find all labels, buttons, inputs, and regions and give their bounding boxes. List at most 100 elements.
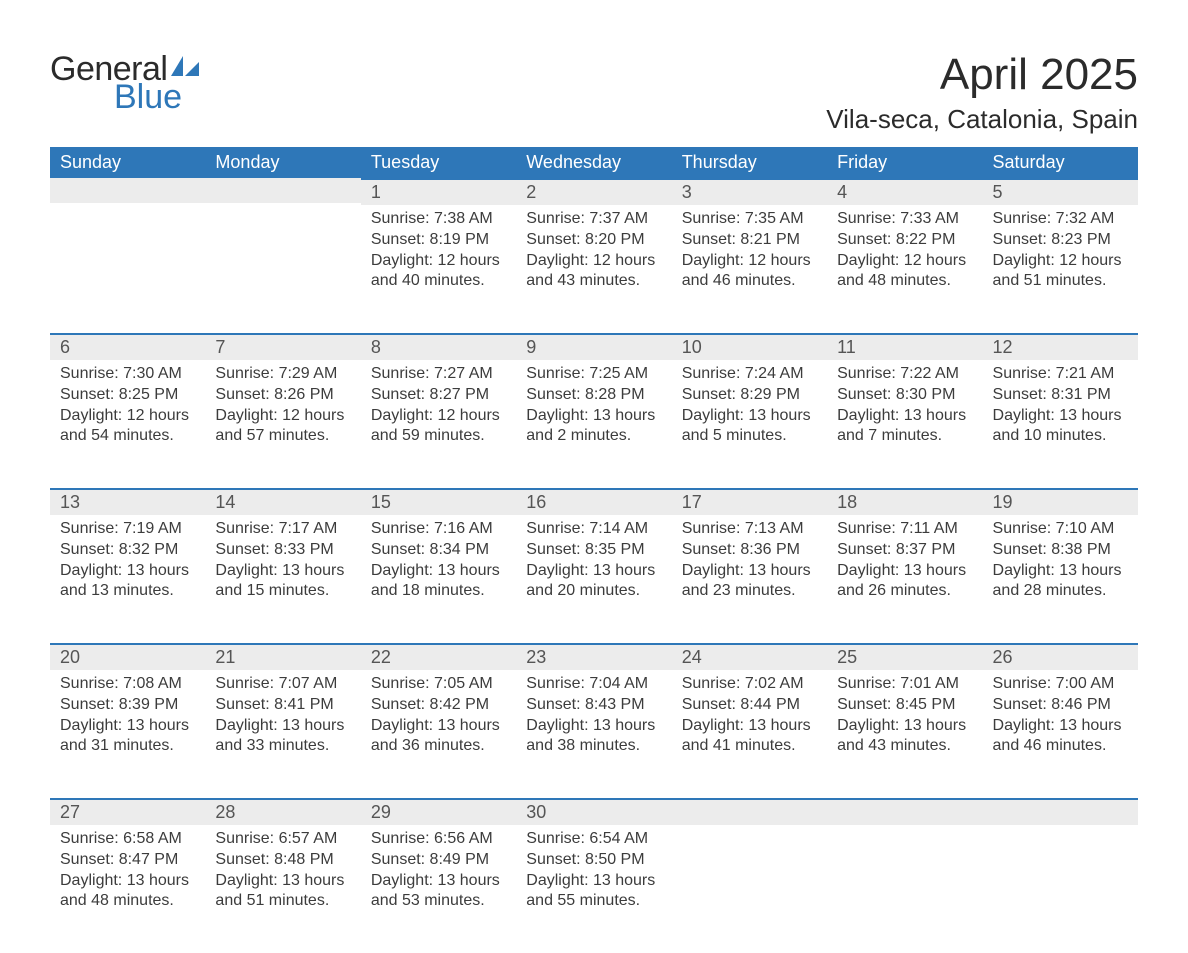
day-details: Sunrise: 7:11 AMSunset: 8:37 PMDaylight:…: [827, 515, 982, 616]
page-title: April 2025: [826, 50, 1138, 100]
day-number: 13: [50, 488, 205, 515]
calendar-cell: Sunrise: 7:05 AMSunset: 8:42 PMDaylight:…: [361, 670, 516, 798]
calendar-cell: Sunrise: 7:30 AMSunset: 8:25 PMDaylight:…: [50, 360, 205, 488]
day-details: Sunrise: 7:14 AMSunset: 8:35 PMDaylight:…: [516, 515, 671, 616]
weekday-header: Saturday: [983, 147, 1138, 178]
weekday-header: Monday: [205, 147, 360, 178]
calendar-cell: Sunrise: 7:08 AMSunset: 8:39 PMDaylight:…: [50, 670, 205, 798]
day-details: Sunrise: 6:56 AMSunset: 8:49 PMDaylight:…: [361, 825, 516, 926]
calendar-cell: Sunrise: 7:00 AMSunset: 8:46 PMDaylight:…: [983, 670, 1138, 798]
weekday-header: Sunday: [50, 147, 205, 178]
calendar-cell: Sunrise: 7:11 AMSunset: 8:37 PMDaylight:…: [827, 515, 982, 643]
logo-text-blue: Blue: [114, 80, 182, 114]
calendar-cell: Sunrise: 7:37 AMSunset: 8:20 PMDaylight:…: [516, 205, 671, 333]
calendar-cell: [50, 205, 205, 333]
day-number: [205, 178, 360, 203]
day-details: Sunrise: 6:58 AMSunset: 8:47 PMDaylight:…: [50, 825, 205, 926]
day-number: 1: [361, 178, 516, 205]
logo: General Blue: [50, 50, 203, 114]
calendar-cell: Sunrise: 7:13 AMSunset: 8:36 PMDaylight:…: [672, 515, 827, 643]
calendar-cell: Sunrise: 7:01 AMSunset: 8:45 PMDaylight:…: [827, 670, 982, 798]
calendar-cell: Sunrise: 7:04 AMSunset: 8:43 PMDaylight:…: [516, 670, 671, 798]
day-number: 8: [361, 333, 516, 360]
day-number: [672, 798, 827, 825]
day-number: 19: [983, 488, 1138, 515]
calendar-cell: Sunrise: 6:54 AMSunset: 8:50 PMDaylight:…: [516, 825, 671, 953]
calendar-cell: Sunrise: 7:16 AMSunset: 8:34 PMDaylight:…: [361, 515, 516, 643]
day-details: Sunrise: 7:32 AMSunset: 8:23 PMDaylight:…: [983, 205, 1138, 306]
calendar-cell: [983, 825, 1138, 953]
calendar-cell: Sunrise: 7:02 AMSunset: 8:44 PMDaylight:…: [672, 670, 827, 798]
day-details: Sunrise: 7:27 AMSunset: 8:27 PMDaylight:…: [361, 360, 516, 461]
day-number: 30: [516, 798, 671, 825]
weekday-header: Friday: [827, 147, 982, 178]
calendar-cell: Sunrise: 7:35 AMSunset: 8:21 PMDaylight:…: [672, 205, 827, 333]
day-details: Sunrise: 7:37 AMSunset: 8:20 PMDaylight:…: [516, 205, 671, 306]
calendar-cell: Sunrise: 7:29 AMSunset: 8:26 PMDaylight:…: [205, 360, 360, 488]
calendar-cell: Sunrise: 7:32 AMSunset: 8:23 PMDaylight:…: [983, 205, 1138, 333]
calendar-cell: Sunrise: 6:57 AMSunset: 8:48 PMDaylight:…: [205, 825, 360, 953]
day-details: Sunrise: 7:13 AMSunset: 8:36 PMDaylight:…: [672, 515, 827, 616]
calendar-cell: Sunrise: 7:24 AMSunset: 8:29 PMDaylight:…: [672, 360, 827, 488]
day-details: Sunrise: 7:33 AMSunset: 8:22 PMDaylight:…: [827, 205, 982, 306]
day-number: 11: [827, 333, 982, 360]
day-details: Sunrise: 6:54 AMSunset: 8:50 PMDaylight:…: [516, 825, 671, 926]
day-details: Sunrise: 7:25 AMSunset: 8:28 PMDaylight:…: [516, 360, 671, 461]
calendar-cell: Sunrise: 6:58 AMSunset: 8:47 PMDaylight:…: [50, 825, 205, 953]
calendar-cell: Sunrise: 7:38 AMSunset: 8:19 PMDaylight:…: [361, 205, 516, 333]
calendar-cell: Sunrise: 7:07 AMSunset: 8:41 PMDaylight:…: [205, 670, 360, 798]
day-number: 26: [983, 643, 1138, 670]
calendar-table: SundayMondayTuesdayWednesdayThursdayFrid…: [50, 147, 1138, 953]
location-subtitle: Vila-seca, Catalonia, Spain: [826, 104, 1138, 135]
calendar-cell: [827, 825, 982, 953]
day-number: 24: [672, 643, 827, 670]
day-details: Sunrise: 7:05 AMSunset: 8:42 PMDaylight:…: [361, 670, 516, 771]
day-number: 2: [516, 178, 671, 205]
day-number: 14: [205, 488, 360, 515]
day-number: 27: [50, 798, 205, 825]
day-number: 20: [50, 643, 205, 670]
calendar-cell: Sunrise: 7:22 AMSunset: 8:30 PMDaylight:…: [827, 360, 982, 488]
day-details: Sunrise: 7:29 AMSunset: 8:26 PMDaylight:…: [205, 360, 360, 461]
day-number: 6: [50, 333, 205, 360]
day-number: 23: [516, 643, 671, 670]
day-details: Sunrise: 7:16 AMSunset: 8:34 PMDaylight:…: [361, 515, 516, 616]
calendar-cell: Sunrise: 7:27 AMSunset: 8:27 PMDaylight:…: [361, 360, 516, 488]
day-details: Sunrise: 7:21 AMSunset: 8:31 PMDaylight:…: [983, 360, 1138, 461]
calendar-cell: Sunrise: 7:25 AMSunset: 8:28 PMDaylight:…: [516, 360, 671, 488]
calendar-cell: Sunrise: 7:19 AMSunset: 8:32 PMDaylight:…: [50, 515, 205, 643]
day-number: 15: [361, 488, 516, 515]
calendar-cell: Sunrise: 7:10 AMSunset: 8:38 PMDaylight:…: [983, 515, 1138, 643]
weekday-header: Thursday: [672, 147, 827, 178]
calendar-cell: Sunrise: 7:17 AMSunset: 8:33 PMDaylight:…: [205, 515, 360, 643]
weekday-header: Wednesday: [516, 147, 671, 178]
day-details: Sunrise: 7:22 AMSunset: 8:30 PMDaylight:…: [827, 360, 982, 461]
day-number: 28: [205, 798, 360, 825]
calendar-cell: Sunrise: 7:14 AMSunset: 8:35 PMDaylight:…: [516, 515, 671, 643]
day-details: Sunrise: 6:57 AMSunset: 8:48 PMDaylight:…: [205, 825, 360, 926]
day-details: Sunrise: 7:04 AMSunset: 8:43 PMDaylight:…: [516, 670, 671, 771]
day-number: [827, 798, 982, 825]
day-number: 7: [205, 333, 360, 360]
day-details: Sunrise: 7:38 AMSunset: 8:19 PMDaylight:…: [361, 205, 516, 306]
day-number: 17: [672, 488, 827, 515]
day-number: 22: [361, 643, 516, 670]
day-details: Sunrise: 7:30 AMSunset: 8:25 PMDaylight:…: [50, 360, 205, 461]
calendar-cell: Sunrise: 7:33 AMSunset: 8:22 PMDaylight:…: [827, 205, 982, 333]
calendar-cell: [205, 205, 360, 333]
day-number: 18: [827, 488, 982, 515]
day-number: 3: [672, 178, 827, 205]
day-details: Sunrise: 7:08 AMSunset: 8:39 PMDaylight:…: [50, 670, 205, 771]
day-details: Sunrise: 7:35 AMSunset: 8:21 PMDaylight:…: [672, 205, 827, 306]
calendar-cell: [672, 825, 827, 953]
day-details: Sunrise: 7:24 AMSunset: 8:29 PMDaylight:…: [672, 360, 827, 461]
day-number: [50, 178, 205, 203]
day-number: 29: [361, 798, 516, 825]
day-details: Sunrise: 7:17 AMSunset: 8:33 PMDaylight:…: [205, 515, 360, 616]
day-number: 16: [516, 488, 671, 515]
day-details: Sunrise: 7:01 AMSunset: 8:45 PMDaylight:…: [827, 670, 982, 771]
day-number: 4: [827, 178, 982, 205]
day-details: Sunrise: 7:00 AMSunset: 8:46 PMDaylight:…: [983, 670, 1138, 771]
weekday-header: Tuesday: [361, 147, 516, 178]
day-number: [983, 798, 1138, 825]
